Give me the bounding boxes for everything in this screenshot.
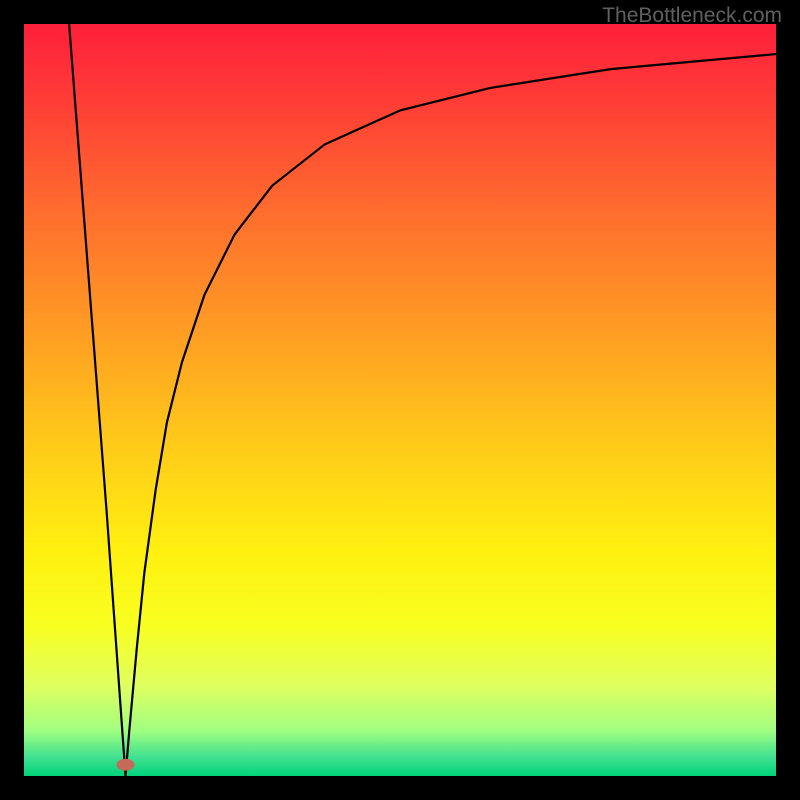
chart-layer <box>24 24 776 776</box>
chart-svg <box>0 0 800 800</box>
gradient-rect <box>24 24 776 776</box>
watermark-text: TheBottleneck.com <box>602 4 782 28</box>
min-marker <box>117 759 135 771</box>
